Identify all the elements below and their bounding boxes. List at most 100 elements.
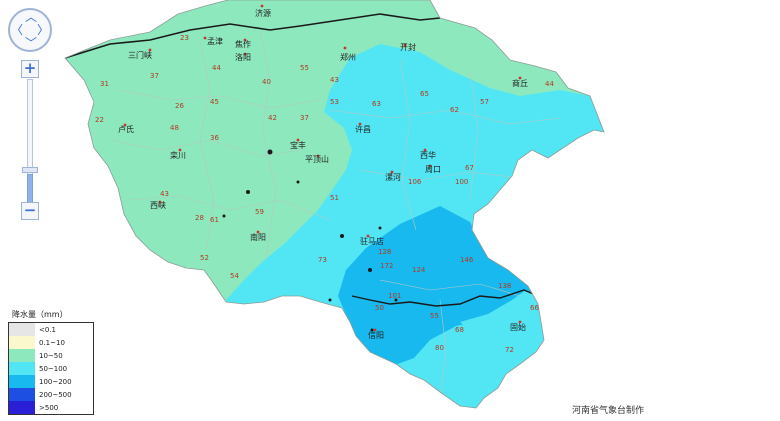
city-label: 西华 (420, 150, 436, 160)
rainfall-value: 40 (262, 78, 271, 86)
rainfall-value: 55 (430, 312, 439, 320)
rainfall-value: 37 (300, 114, 309, 122)
rainfall-value: 57 (480, 98, 489, 106)
rainfall-value: 26 (175, 102, 184, 110)
legend-label: 0.1~10 (39, 338, 65, 347)
county-lines (109, 29, 561, 401)
city-label: 南阳 (250, 232, 266, 242)
city-label: 栾川 (170, 150, 186, 160)
legend-swatch (9, 401, 35, 414)
huai-river (351, 289, 539, 307)
zone-100-200 (338, 206, 534, 366)
legend-label: 200~500 (39, 390, 72, 399)
pan-down-icon[interactable]: ﹀ (25, 36, 38, 50)
legend-label: 10~50 (39, 351, 63, 360)
legend-label: <0.1 (39, 325, 56, 334)
rainfall-value: 48 (170, 124, 179, 132)
legend-label: 100~200 (39, 377, 72, 386)
rainfall-value: 106 (408, 178, 422, 186)
rainfall-value: 62 (450, 106, 459, 114)
rainfall-value: 172 (380, 262, 393, 270)
rainfall-value: 128 (378, 248, 391, 256)
henan-border (64, 0, 605, 409)
rainfall-value: 138 (498, 282, 511, 290)
pan-up-icon[interactable]: ︿ (25, 10, 38, 24)
station-markers (123, 4, 522, 332)
rainfall-value: 22 (95, 116, 104, 124)
pan-left-icon[interactable]: 〈 (11, 23, 24, 37)
rainfall-value: 100 (455, 178, 468, 186)
legend-swatch (9, 349, 35, 362)
zoom-in-button[interactable]: + (21, 60, 39, 78)
rainfall-value: 53 (330, 98, 339, 106)
rainfall-value: 68 (455, 326, 464, 334)
rainfall-value: 36 (210, 134, 219, 142)
city-label: 许昌 (355, 124, 371, 134)
legend-label: >500 (39, 403, 59, 412)
city-label: 宝丰 (290, 140, 306, 150)
legend-swatch (9, 362, 35, 375)
rainfall-value: 31 (100, 80, 109, 88)
rainfall-values: 23 44 37 31 26 22 45 55 40 43 36 48 53 63 65 62 57 44 42 37… (95, 34, 554, 354)
rainfall-value: 59 (255, 208, 264, 216)
rainfall-value: 101 (388, 292, 401, 300)
yellow-river (65, 13, 441, 59)
rainfall-value: 72 (505, 346, 514, 354)
rainfall-value: 51 (330, 194, 339, 202)
rainfall-value: 54 (230, 272, 239, 280)
rainfall-value: 42 (268, 114, 277, 122)
pan-control[interactable]: ︿ ﹀ 〈 〉 (8, 8, 52, 52)
city-label: 周口 (425, 165, 441, 174)
legend-swatch (9, 323, 35, 336)
city-label: 三门峡 (128, 50, 152, 60)
rainfall-value: 73 (318, 256, 327, 264)
city-label: 开封 (400, 42, 416, 52)
pan-right-icon[interactable]: 〉 (37, 23, 50, 37)
rainfall-value: 43 (160, 190, 169, 198)
legend-swatch (9, 375, 35, 388)
city-label: 信阳 (368, 330, 384, 340)
legend: 降水量（mm） <0.1 0.1~10 10~50 50~100 100~200 200~… (8, 309, 94, 417)
rainfall-value: 63 (372, 100, 381, 108)
city-label: 郑州 (340, 52, 356, 62)
rainfall-value: 65 (420, 90, 429, 98)
city-label: 焦作 (235, 39, 251, 49)
rainfall-value: 50 (375, 304, 384, 312)
city-label: 驻马店 (360, 236, 384, 246)
zone-50-100-patch (460, 290, 544, 352)
city-label: 孟津 (207, 36, 223, 46)
credit-text: 河南省气象台制作 (572, 406, 645, 416)
legend-swatch (9, 336, 35, 349)
legend-row: 200~500 (9, 388, 93, 401)
city-label: 商丘 (512, 78, 528, 88)
legend-row: 50~100 (9, 362, 93, 375)
city-label: 平顶山 (305, 154, 329, 164)
city-label: 卢氏 (118, 124, 134, 134)
city-label: 漯河 (385, 172, 401, 182)
rainfall-value: 146 (460, 256, 474, 264)
legend-label: 50~100 (39, 364, 68, 373)
rainfall-value: 37 (150, 72, 159, 80)
legend-swatch (9, 388, 35, 401)
rainfall-value: 52 (200, 254, 209, 262)
zoom-slider-level (27, 174, 33, 203)
zoom-slider-handle[interactable] (22, 167, 38, 173)
rainfall-value: 55 (300, 64, 309, 72)
city-label: 西峡 (150, 200, 166, 210)
rainfall-value: 124 (412, 266, 426, 274)
legend-row: <0.1 (9, 323, 93, 336)
rainfall-value: 23 (180, 34, 189, 42)
zoom-out-button[interactable]: − (21, 202, 39, 220)
city-label: 济源 (255, 8, 271, 18)
rainfall-value: 44 (545, 80, 554, 88)
legend-row: 100~200 (9, 375, 93, 388)
rainfall-value: 43 (330, 76, 339, 84)
rainfall-value: 44 (212, 64, 221, 72)
rainfall-value: 28 (195, 214, 204, 222)
lakes (222, 149, 398, 332)
rainfall-value: 61 (210, 216, 219, 224)
rainfall-value: 45 (210, 98, 219, 106)
city-label: 洛阳 (235, 52, 251, 62)
